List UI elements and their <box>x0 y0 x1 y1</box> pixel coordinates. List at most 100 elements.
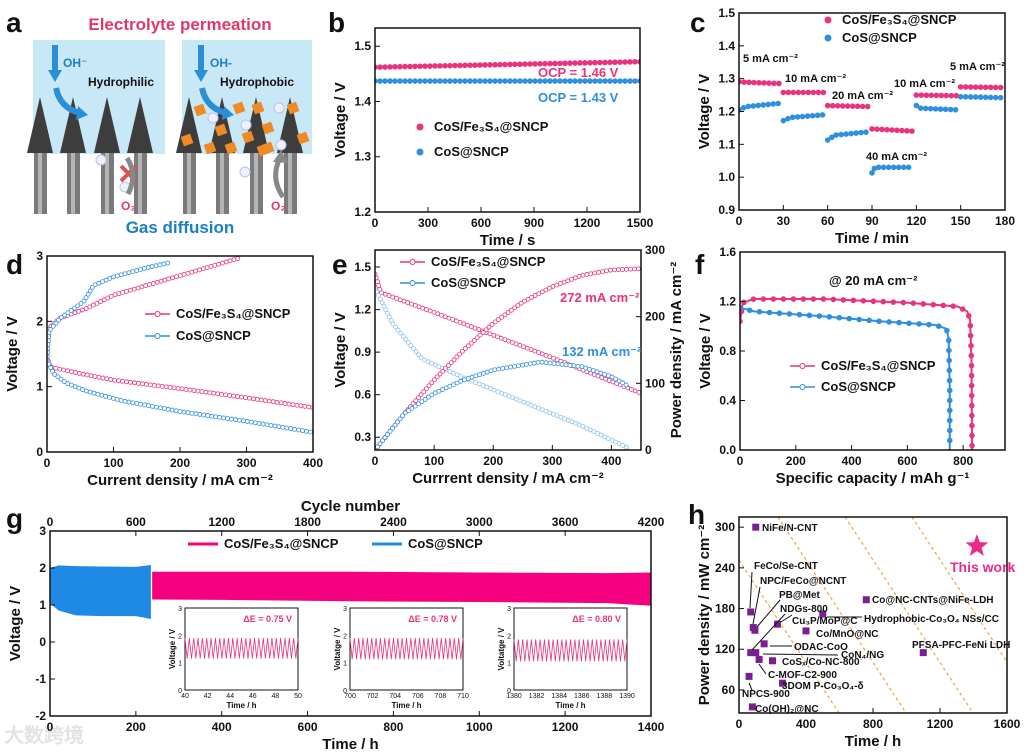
data-point <box>760 296 767 302</box>
data-point <box>385 432 390 437</box>
inset-series-line <box>184 638 299 659</box>
y-tick-label: 1.1 <box>718 137 735 151</box>
data-point <box>507 78 513 84</box>
data-point <box>416 395 421 401</box>
inset-x-tick-label: 50 <box>294 693 302 700</box>
data-point <box>972 94 979 100</box>
data-point <box>50 368 55 374</box>
data-point <box>799 113 806 120</box>
chart-b: 0 300 600 900 1200 1500 1.2 1.3 1.4 1.5 Time / s Vo… <box>332 27 654 249</box>
data-point <box>169 407 175 413</box>
x-tick-label: 90 <box>865 214 879 228</box>
data-point <box>748 703 756 711</box>
legend-marker <box>799 363 806 369</box>
data-point <box>243 395 248 401</box>
data-point <box>382 78 388 84</box>
legend-marker <box>409 280 416 286</box>
chart-e: 0 100 200 300 400 0.3 0.6 0.9 1.2 1.5 Currrent den… <box>332 243 685 487</box>
data-point <box>208 264 214 269</box>
data-point <box>770 101 776 107</box>
data-point <box>543 287 549 293</box>
x-tick-label: 0 <box>47 720 54 734</box>
x-top-tick-label: 3000 <box>466 515 493 529</box>
data-point <box>157 405 163 411</box>
data-point <box>977 94 984 101</box>
data-point <box>140 381 145 387</box>
data-point <box>918 92 925 98</box>
data-point <box>623 444 629 450</box>
data-point <box>945 337 952 344</box>
data-point <box>900 299 907 306</box>
data-point <box>112 377 118 383</box>
data-point <box>834 103 841 109</box>
data-point <box>89 284 95 290</box>
data-point <box>87 288 93 294</box>
data-point <box>167 384 173 390</box>
data-point <box>746 79 752 86</box>
inset-x-tick-label: 704 <box>389 693 401 700</box>
gas-arrow-icon <box>273 150 288 163</box>
data-point <box>517 78 523 84</box>
data-point <box>240 418 246 424</box>
data-point <box>874 126 880 132</box>
data-point <box>780 89 787 96</box>
inset-chart: 40 42 44 46 48 50 0 1 2 3 Time / h Voltage / V ΔE = … <box>168 606 302 710</box>
data-point <box>522 298 527 304</box>
data-point <box>452 78 458 84</box>
point-label: C-MOF-C2-900 <box>768 670 837 681</box>
x-tick-label: 200 <box>170 456 190 470</box>
data-point <box>155 383 161 389</box>
data-point <box>445 363 451 368</box>
data-point <box>143 283 149 289</box>
inset-x-tick-label: 40 <box>181 693 189 700</box>
data-point <box>969 412 975 419</box>
data-point <box>400 333 406 339</box>
data-point <box>477 62 483 68</box>
highlight-label: This work <box>950 559 1016 575</box>
data-point <box>946 407 953 414</box>
data-point <box>477 78 483 84</box>
data-point <box>161 406 167 411</box>
data-point <box>405 340 411 345</box>
diagram-a: Electrolyte permeation OH⁻ Hydrophilic O… <box>27 15 312 237</box>
data-point <box>128 379 133 385</box>
x-tick-label: 180 <box>995 214 1015 228</box>
diagram-footer: Gas diffusion <box>126 218 235 237</box>
inset-x-tick-label: 1386 <box>574 693 590 700</box>
data-point <box>422 396 428 402</box>
data-point <box>81 298 87 304</box>
legend-marker <box>409 259 416 265</box>
data-point <box>492 319 498 325</box>
data-point <box>604 268 609 274</box>
data-point <box>403 336 409 342</box>
point-label: PB@Met <box>779 590 821 601</box>
inset-y-tick-label: 1 <box>178 661 182 668</box>
data-point <box>174 274 179 280</box>
data-point <box>936 323 942 329</box>
data-point <box>486 324 492 330</box>
x-tick-label: 1200 <box>574 216 601 230</box>
data-point <box>760 640 768 648</box>
legend-marker <box>154 333 161 339</box>
data-point <box>408 343 414 348</box>
series-band <box>50 565 151 620</box>
data-point <box>584 272 590 277</box>
data-point <box>120 378 125 384</box>
data-point <box>968 352 975 359</box>
data-point <box>447 62 453 69</box>
data-point <box>141 266 147 271</box>
data-point <box>413 398 419 404</box>
data-point <box>150 281 156 286</box>
rod-highlight <box>288 150 292 214</box>
inset-x-tick-label: 1384 <box>551 693 567 700</box>
data-point <box>870 298 877 305</box>
inset-y-tick-label: 1 <box>343 661 347 668</box>
data-point <box>418 355 424 361</box>
data-point <box>165 406 171 412</box>
data-point <box>922 105 929 112</box>
data-point <box>890 164 897 171</box>
data-point <box>131 286 137 292</box>
data-point <box>122 271 128 277</box>
data-point <box>292 426 298 432</box>
